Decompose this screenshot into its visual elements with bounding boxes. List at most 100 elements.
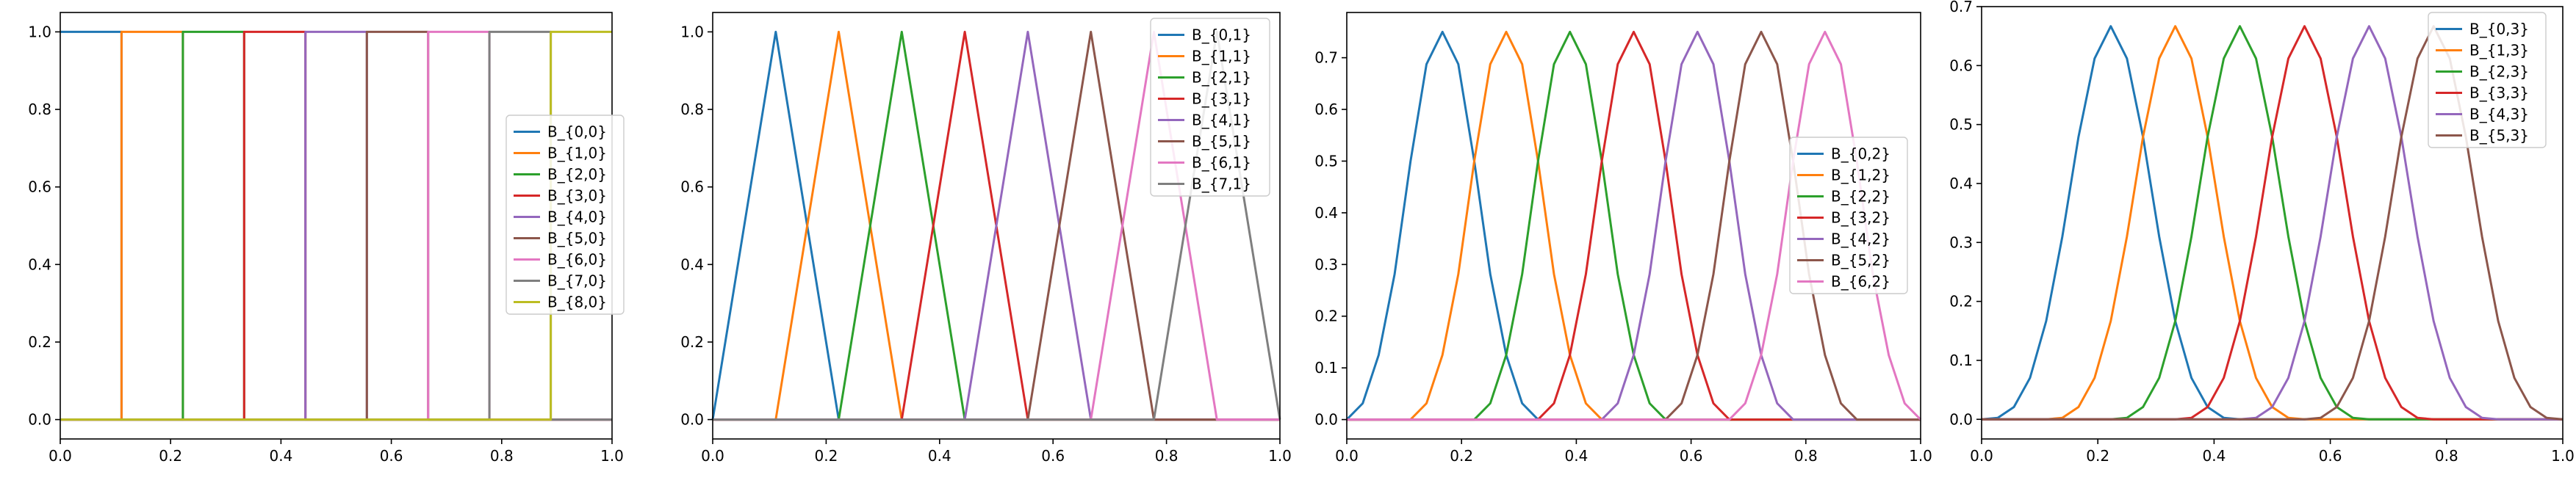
x-tick-label: 0.0 bbox=[48, 447, 72, 465]
x-tick-label: 0.4 bbox=[269, 447, 292, 465]
x-tick-label: 1.0 bbox=[600, 447, 624, 465]
legend-label: B_{1,2} bbox=[1831, 167, 1890, 184]
legend-label: B_{1,1} bbox=[1192, 48, 1251, 65]
legend-label: B_{6,0} bbox=[547, 251, 607, 269]
x-tick-label: 1.0 bbox=[1268, 447, 1292, 465]
series-line-4 bbox=[1982, 25, 2563, 421]
y-tick-label: 0.5 bbox=[1949, 116, 1973, 134]
y-tick-label: 0.6 bbox=[680, 178, 704, 196]
x-tick-label: 0.8 bbox=[490, 447, 514, 465]
x-tick-label: 1.0 bbox=[1909, 447, 1932, 465]
x-tick-label: 0.0 bbox=[1335, 447, 1359, 465]
axes-frame bbox=[712, 12, 1281, 440]
series-line-6 bbox=[1982, 25, 2564, 421]
chart-3: 0.0 0.2 0.4 0.6 0.8 1.0 0.0 0.1 0.2 0.3 0.4 0.5 0.6 0… bbox=[1314, 12, 1932, 465]
y-tick-label: 0.8 bbox=[680, 101, 704, 118]
y-tick-label: 0.4 bbox=[1314, 204, 1338, 222]
axes-frame bbox=[1346, 12, 1921, 440]
legend-label: B_{4,2} bbox=[1831, 230, 1890, 248]
series-line-6 bbox=[1347, 30, 1921, 421]
legend-label: B_{0,2} bbox=[1831, 145, 1890, 163]
legend-label: B_{0,3} bbox=[2469, 21, 2529, 38]
legend-label: B_{5,3} bbox=[2469, 127, 2529, 145]
x-tick-label: 0.4 bbox=[928, 447, 951, 465]
series-line-2 bbox=[1347, 30, 1921, 421]
x-tick-label: 0.2 bbox=[1450, 447, 1473, 465]
y-tick-label: 0.4 bbox=[680, 255, 704, 273]
chart-4: 0.0 0.2 0.4 0.6 0.8 1.0 0.0 0.1 0.2 0.3 0.4 0.5 0.6 0… bbox=[1949, 0, 2575, 465]
y-tick-label: 0.2 bbox=[680, 333, 704, 351]
legend: B_{0,0} B_{1,0} B_{2,0} B_{3,0} B_{4,0} B_{5,… bbox=[506, 115, 625, 315]
y-tick-label: 0.2 bbox=[1949, 293, 1973, 310]
legend-label: B_{3,3} bbox=[2469, 84, 2529, 102]
y-tick-label: 0.4 bbox=[28, 255, 51, 273]
y-tick-label: 0.5 bbox=[1314, 152, 1338, 170]
series-line-4 bbox=[1347, 30, 1921, 421]
y-tick-label: 0.3 bbox=[1314, 255, 1338, 273]
x-tick-label: 0.4 bbox=[2202, 447, 2226, 465]
x-tick-label: 0.2 bbox=[2086, 447, 2109, 465]
chart-1: 0.0 0.2 0.4 0.6 0.8 1.0 0.0 0.2 0.4 0.6 0.8 1.0 B_{0… bbox=[28, 12, 625, 465]
x-tick-label: 0.2 bbox=[159, 447, 182, 465]
legend-label: B_{2,3} bbox=[2469, 63, 2529, 81]
chart-2: 0.0 0.2 0.4 0.6 0.8 1.0 0.0 0.2 0.4 0.6 0.8 1.0 B_{0… bbox=[680, 12, 1292, 465]
series-line-5 bbox=[1982, 25, 2563, 421]
legend-label: B_{5,1} bbox=[1192, 133, 1251, 150]
legend-label: B_{1,3} bbox=[2469, 42, 2529, 59]
legend-label: B_{2,2} bbox=[1831, 188, 1890, 206]
legend-frame bbox=[506, 115, 625, 315]
x-tick-label: 0.8 bbox=[2435, 447, 2458, 465]
y-tick-label: 0.0 bbox=[680, 411, 704, 429]
legend-label: B_{4,0} bbox=[547, 208, 607, 226]
x-tick-label: 0.0 bbox=[701, 447, 724, 465]
y-tick-label: 0.4 bbox=[1949, 175, 1973, 192]
x-tick-label: 0.6 bbox=[380, 447, 403, 465]
x-tick-label: 1.0 bbox=[2551, 447, 2575, 465]
y-tick-label: 0.7 bbox=[1314, 49, 1338, 67]
y-tick-label: 1.0 bbox=[28, 23, 51, 40]
legend-label: B_{3,1} bbox=[1192, 90, 1251, 108]
y-tick-label: 0.1 bbox=[1949, 352, 1973, 369]
y-tick-label: 0.8 bbox=[28, 101, 51, 118]
legend-label: B_{2,0} bbox=[547, 166, 607, 184]
legend-label: B_{2,1} bbox=[1192, 69, 1251, 87]
legend-label: B_{0,1} bbox=[1192, 26, 1251, 44]
y-tick-label: 0.2 bbox=[28, 333, 51, 351]
legend: B_{0,1} B_{1,1} B_{2,1} B_{3,1} B_{4,1} B_{5,… bbox=[1150, 18, 1270, 197]
x-tick-label: 0.6 bbox=[1041, 447, 1065, 465]
legend-label: B_{6,1} bbox=[1192, 154, 1251, 172]
series-line-1 bbox=[1981, 25, 2563, 421]
y-tick-label: 0.0 bbox=[1314, 411, 1338, 429]
x-tick-label: 0.6 bbox=[2319, 447, 2342, 465]
legend-label: B_{4,3} bbox=[2469, 106, 2529, 123]
y-tick-label: 0.0 bbox=[1949, 410, 1973, 428]
x-tick-label: 0.8 bbox=[1155, 447, 1179, 465]
x-tick-label: 0.2 bbox=[814, 447, 838, 465]
legend-label: B_{5,0} bbox=[547, 230, 607, 247]
y-tick-label: 0.3 bbox=[1949, 233, 1973, 251]
series-line-7 bbox=[1347, 30, 1922, 421]
legend: B_{0,3} B_{1,3} B_{2,3} B_{3,3} B_{4,3} B_{5,… bbox=[2428, 12, 2547, 148]
legend-label: B_{3,0} bbox=[547, 187, 607, 205]
legend-frame bbox=[1150, 18, 1270, 197]
y-tick-label: 0.6 bbox=[1314, 101, 1338, 118]
x-tick-label: 0.0 bbox=[1970, 447, 1993, 465]
legend-label: B_{5,2} bbox=[1831, 252, 1890, 269]
legend-label: B_{3,2} bbox=[1831, 209, 1890, 227]
series-line-1 bbox=[1345, 30, 1921, 421]
legend-label: B_{7,1} bbox=[1192, 175, 1251, 193]
legend-label: B_{7,0} bbox=[547, 272, 607, 290]
y-tick-label: 0.2 bbox=[1314, 308, 1338, 325]
legend-label: B_{0,0} bbox=[547, 123, 607, 141]
y-tick-label: 0.6 bbox=[28, 178, 51, 196]
legend-label: B_{4,1} bbox=[1192, 112, 1251, 129]
y-tick-label: 0.6 bbox=[1949, 57, 1973, 74]
axes-frame bbox=[1981, 6, 2564, 440]
legend: B_{0,2} B_{1,2} B_{2,2} B_{3,2} B_{4,2} B_{5,… bbox=[1789, 137, 1908, 294]
legend-frame bbox=[1789, 137, 1908, 294]
y-tick-label: 0.0 bbox=[28, 411, 51, 429]
y-tick-label: 1.0 bbox=[680, 23, 704, 40]
legend-label: B_{1,0} bbox=[547, 145, 607, 162]
series-line-3 bbox=[1347, 30, 1921, 421]
